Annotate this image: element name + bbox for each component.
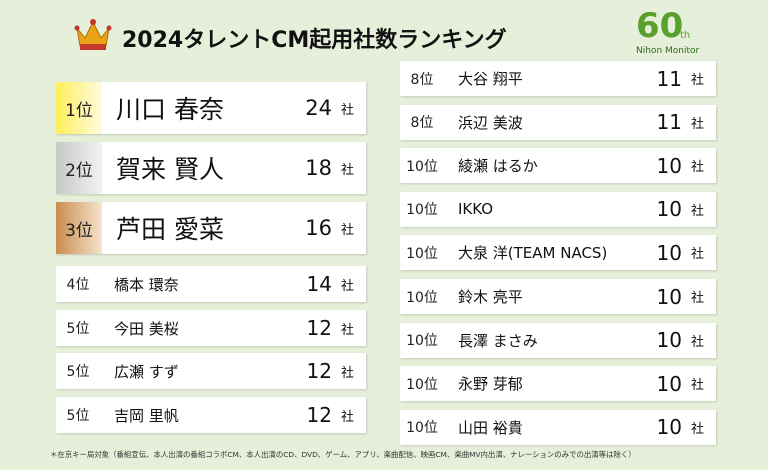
rank: 10位 — [406, 420, 438, 437]
rank: 4位 — [66, 277, 90, 293]
name: 大泉 洋(TEAM NACS) — [458, 244, 608, 263]
logo-name: Nihon Monitor — [636, 46, 700, 56]
unit: 社 — [690, 116, 704, 132]
rank: 10位 — [406, 245, 438, 262]
unit: 社 — [690, 73, 704, 88]
count: 18 — [305, 156, 332, 180]
count: 10 — [656, 415, 682, 440]
ranking-row: 5位 吉岡 里帆 12 社 — [56, 397, 366, 433]
count: 24 — [305, 96, 332, 120]
ranking-row: 5位 今田 美桜 12 社 — [56, 310, 366, 346]
ranking-row: 8位 大谷 翔平 11 社 — [400, 61, 716, 96]
name: 芦田 愛菜 — [116, 215, 224, 244]
logo: 60 th Nihon Monitor — [636, 6, 716, 56]
rank: 10位 — [406, 158, 438, 175]
name: 賀来 賢人 — [116, 155, 224, 184]
logo-suffix: th — [680, 30, 691, 41]
rank: 8位 — [410, 115, 434, 132]
name: 長澤 まさみ — [458, 331, 538, 350]
rank: 10位 — [406, 202, 438, 219]
title: 2024タレントCM起用社数ランキング — [122, 28, 507, 53]
name: 広瀬 すず — [114, 362, 179, 381]
count: 12 — [306, 403, 332, 427]
ranking-row: 10位 長澤 まさみ 10 社 — [400, 322, 716, 358]
unit: 社 — [690, 334, 704, 350]
unit: 社 — [340, 278, 354, 294]
ranking-row: 10位 IKKO 10 社 — [400, 191, 716, 227]
name: 浜辺 美波 — [458, 113, 523, 132]
ranking-row: 4位 橋本 環奈 14 社 — [56, 266, 366, 302]
ranking-row: 2位 賀来 賢人 18 社 — [56, 142, 366, 194]
count: 14 — [306, 272, 332, 296]
ranking-row: 3位 芦田 愛菜 16 社 — [56, 202, 366, 254]
ranking-row: 10位 山田 裕貴 10 社 — [400, 409, 716, 445]
rank: 10位 — [406, 289, 438, 306]
unit: 社 — [690, 247, 704, 263]
name: 永野 芽郁 — [458, 375, 523, 394]
rank: 1位 — [56, 82, 102, 134]
unit: 社 — [690, 421, 704, 437]
count: 10 — [656, 197, 682, 222]
name: IKKO — [458, 200, 494, 219]
count: 10 — [656, 153, 682, 178]
name: 山田 裕貴 — [458, 418, 523, 437]
rank: 5位 — [66, 364, 90, 380]
rank: 3位 — [56, 202, 102, 254]
count: 12 — [306, 316, 332, 340]
name: 綾瀬 はるか — [458, 157, 538, 176]
count: 10 — [656, 284, 682, 309]
unit: 社 — [690, 203, 704, 219]
unit: 社 — [340, 102, 354, 118]
ranking-row: 10位 鈴木 亮平 10 社 — [400, 279, 716, 314]
count: 10 — [656, 240, 682, 265]
rank: 10位 — [406, 333, 438, 350]
count: 16 — [305, 216, 332, 240]
ranking-row: 8位 浜辺 美波 11 社 — [400, 104, 716, 140]
rank: 5位 — [66, 408, 90, 424]
ranking-row: 10位 大泉 洋(TEAM NACS) 10 社 — [400, 235, 716, 271]
rank: 5位 — [66, 321, 90, 337]
unit: 社 — [340, 162, 354, 178]
count: 11 — [656, 66, 682, 91]
count: 10 — [656, 371, 682, 396]
unit: 社 — [690, 291, 704, 306]
ranking-row: 10位 綾瀬 はるか 10 社 — [400, 148, 716, 184]
name: 橋本 環奈 — [114, 275, 179, 294]
name: 鈴木 亮平 — [458, 288, 523, 306]
name: 大谷 翔平 — [458, 70, 523, 88]
ranking-row: 10位 永野 芽郁 10 社 — [400, 366, 716, 402]
unit: 社 — [340, 222, 354, 238]
ranking-row: 1位 川口 春奈 24 社 — [56, 82, 366, 134]
logo-number: 60 — [636, 6, 684, 46]
count: 10 — [656, 328, 682, 353]
unit: 社 — [340, 322, 354, 338]
count: 12 — [306, 359, 332, 383]
rank: 8位 — [410, 71, 434, 88]
count: 11 — [656, 110, 682, 135]
rank: 10位 — [406, 376, 438, 393]
ranking-row: 5位 広瀬 すず 12 社 — [56, 353, 366, 389]
footnote: ＊在京キー局対象（番組宣伝、本人出演の番組コラボCM、本人出演のCD、DVD、ゲ… — [50, 450, 636, 459]
unit: 社 — [340, 409, 354, 425]
name: 今田 美桜 — [114, 319, 179, 338]
rank: 2位 — [56, 142, 102, 194]
unit: 社 — [690, 160, 704, 176]
name: 川口 春奈 — [116, 95, 224, 124]
name: 吉岡 里帆 — [114, 406, 179, 425]
unit: 社 — [690, 378, 704, 394]
crown-icon — [74, 19, 112, 50]
unit: 社 — [340, 365, 354, 381]
